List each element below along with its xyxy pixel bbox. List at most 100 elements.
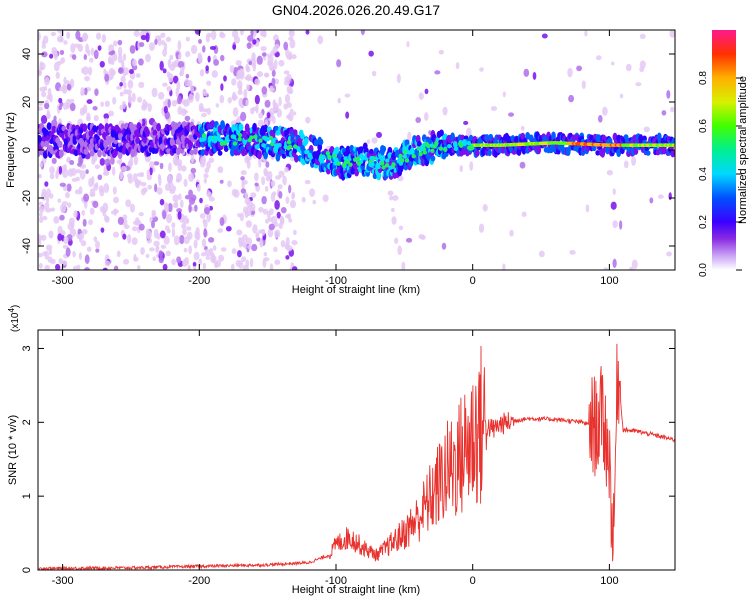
spectrogram-cell <box>271 115 276 124</box>
spectrogram-cell <box>420 234 426 240</box>
spectrogram-cell <box>86 246 92 252</box>
spectrogram-cell <box>631 156 637 166</box>
y-tick-label: 1 <box>21 493 33 499</box>
spectrogram-cell <box>70 43 76 53</box>
spectrogram-cell <box>487 149 492 157</box>
spectrogram-cell <box>40 115 48 124</box>
spectrogram-cell <box>288 36 294 41</box>
spectrogram-cell <box>152 121 158 130</box>
spectrogram-cell <box>619 93 624 99</box>
spectrogram-cell <box>111 166 116 176</box>
spectrogram-cell <box>258 158 262 168</box>
spectrogram-cell <box>190 44 198 55</box>
spectrogram-cell <box>218 254 225 262</box>
spectrogram-cell <box>291 239 298 246</box>
spectrogram-cell <box>41 188 47 197</box>
spectrogram-cell <box>442 106 448 116</box>
spectrogram-cell <box>104 117 109 125</box>
spectrogram-cell <box>67 222 74 231</box>
spectrogram-cell <box>57 30 63 34</box>
spectrogram-cell <box>241 179 248 185</box>
spectrogram-cell <box>149 247 155 252</box>
spectrogram-cell <box>38 106 43 111</box>
spectrogram-cell <box>119 82 124 87</box>
spectrogram-cell <box>82 66 89 76</box>
spectrogram-cell <box>623 160 629 169</box>
spectrogram-cell <box>158 91 165 100</box>
spectrogram-cell <box>48 230 54 239</box>
spectrogram-cell <box>132 220 139 226</box>
spectrogram-cell <box>206 161 211 170</box>
spectrogram-cell <box>49 93 53 103</box>
spectrogram-cell <box>140 181 147 187</box>
spectrogram-cell <box>263 257 270 262</box>
x-tick-label: 0 <box>470 275 476 287</box>
spectrogram-cell <box>198 258 203 266</box>
spectrogram-cell <box>232 107 239 117</box>
spectrogram-cell <box>151 220 155 229</box>
spectrogram-cell <box>195 226 200 235</box>
spectrogram-cell <box>193 239 198 249</box>
spectrogram-cell <box>44 202 50 210</box>
spectrogram-cell <box>384 163 390 168</box>
spectrogram-cell <box>231 134 236 140</box>
spectrogram-cell <box>63 236 69 245</box>
spectrogram-cell <box>192 262 197 267</box>
spectrogram-cell <box>158 176 162 187</box>
spectrogram-cell <box>405 237 413 243</box>
spectrogram-cell <box>217 137 222 142</box>
spectrogram-cell <box>131 237 138 245</box>
spectrogram-cell <box>43 85 48 91</box>
spectrogram-cell <box>292 111 297 116</box>
spectrogram-cell <box>415 134 421 143</box>
spectrogram-cell <box>290 262 295 268</box>
spectrogram-cell <box>177 40 182 51</box>
spectrogram-cell <box>208 157 215 163</box>
spectrogram-cell <box>87 66 93 76</box>
spectrogram-x-label: Height of straight line (km) <box>292 284 420 296</box>
spectrogram-cell <box>199 158 206 168</box>
spectrogram-cell <box>376 164 381 170</box>
spectrogram-cell <box>93 236 98 243</box>
spectrogram-cell <box>159 60 164 71</box>
spectrogram-cell <box>274 199 280 210</box>
spectrogram-cell <box>87 49 91 56</box>
spectrogram-cell <box>407 131 412 142</box>
spectrogram-cell <box>245 74 252 82</box>
spectrogram-cell <box>541 33 548 39</box>
spectrogram-cell <box>371 70 377 77</box>
spectrogram-cell <box>300 133 305 140</box>
spectrogram-cell <box>133 253 137 262</box>
spectrogram-cell <box>276 211 281 219</box>
spectrogram-cell <box>406 150 412 155</box>
spectrogram-cell <box>202 45 206 53</box>
spectrogram-cell <box>38 101 44 106</box>
spectrogram-cell <box>273 102 280 112</box>
spectrogram-y-label: Frequency (Hz) <box>5 112 17 188</box>
spectrogram-cell <box>249 258 254 268</box>
spectrogram-cell <box>657 194 664 199</box>
spectrogram-cell <box>260 46 267 52</box>
spectrogram-cell <box>100 101 105 107</box>
spectrogram-cell <box>145 53 151 63</box>
spectrogram-cell <box>368 148 374 155</box>
spectrogram-cell <box>202 90 208 97</box>
snr-y-multiplier: (x104) <box>7 305 21 332</box>
spectrogram-cell <box>376 131 383 139</box>
y-tick-label: 40 <box>21 48 33 60</box>
spectrogram-cell <box>165 250 172 257</box>
spectrogram-cell <box>231 78 237 86</box>
spectrogram-cell <box>100 227 105 233</box>
snr-series <box>38 343 675 570</box>
spectrogram-cell <box>66 31 71 40</box>
spectrogram-cell <box>172 75 179 84</box>
spectrogram-cell <box>568 94 575 103</box>
spectrogram-cell <box>255 232 260 239</box>
spectrogram-cell <box>289 39 296 49</box>
spectrogram-cell <box>171 258 176 266</box>
spectrogram-cell <box>520 125 525 131</box>
spectrogram-cell <box>112 96 117 105</box>
spectrogram-cell <box>117 216 124 226</box>
spectrogram-cell <box>62 84 68 94</box>
